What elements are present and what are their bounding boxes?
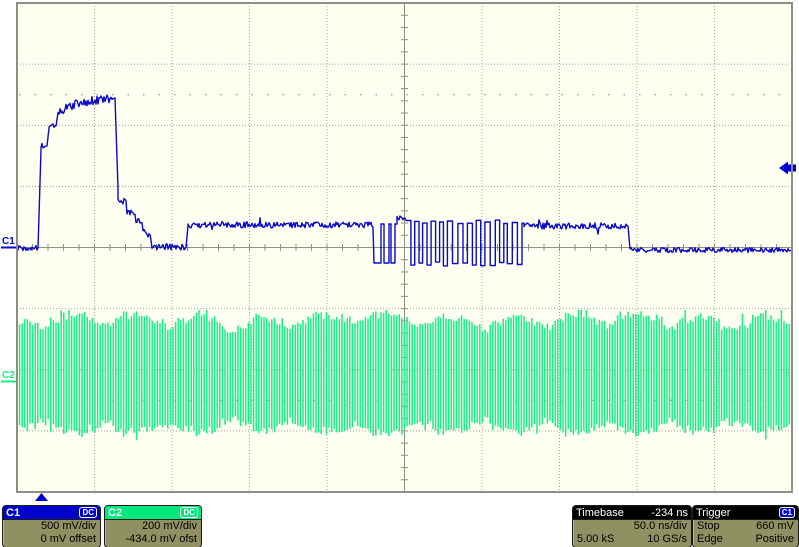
c2-offset: -434.0 mV ofst xyxy=(125,533,197,545)
c2-trace xyxy=(17,310,792,440)
c1-descriptor-box[interactable]: C1 DC 500 mV/div 0 mV offset xyxy=(2,505,101,547)
timebase-title: Timebase xyxy=(576,506,624,519)
graticule-border xyxy=(16,2,793,493)
trigger-title: Trigger xyxy=(696,506,731,519)
c1-descriptor-header: C1 DC xyxy=(3,506,100,520)
c2-zero-marker[interactable]: C2 xyxy=(2,370,15,381)
timebase-delay: -234 ns xyxy=(651,506,688,519)
timebase-box[interactable]: Timebase -234 ns 50.0 ns/div 5.00 kS 10 … xyxy=(572,505,692,547)
trigger-slope: Positive xyxy=(755,533,794,545)
trigger-box[interactable]: Trigger C1 Stop 660 mV Edge Positive xyxy=(692,505,799,547)
trigger-time-marker[interactable] xyxy=(35,493,48,501)
c1-trace xyxy=(17,94,792,267)
timebase-scale: 50.0 ns/div xyxy=(633,520,687,532)
c1-zero-marker[interactable]: C1 xyxy=(2,236,15,247)
trigger-mode: Stop xyxy=(697,520,720,532)
trigger-header: Trigger C1 xyxy=(693,506,798,520)
timebase-samples: 5.00 kS xyxy=(577,533,615,545)
c1-offset: 0 mV offset xyxy=(40,533,96,545)
c2-coupling-badge: DC xyxy=(180,507,198,518)
traces xyxy=(17,94,792,440)
trigger-level: 660 mV xyxy=(756,520,794,532)
c2-scale: 200 mV/div xyxy=(141,520,197,532)
timebase-rate: 10 GS/s xyxy=(647,533,687,545)
c2-descriptor-box[interactable]: C2 DC 200 mV/div -434.0 mV ofst xyxy=(104,505,202,547)
trigger-source-badge: C1 xyxy=(778,507,795,518)
c1-scale: 500 mV/div xyxy=(40,520,96,532)
c1-coupling-badge: DC xyxy=(79,507,97,518)
trigger-kind: Edge xyxy=(697,533,723,545)
c2-descriptor-header: C2 DC xyxy=(105,506,201,520)
timebase-header: Timebase -234 ns xyxy=(573,506,691,520)
c2-header-label: C2 xyxy=(108,506,123,519)
c1-header-label: C1 xyxy=(6,506,21,519)
